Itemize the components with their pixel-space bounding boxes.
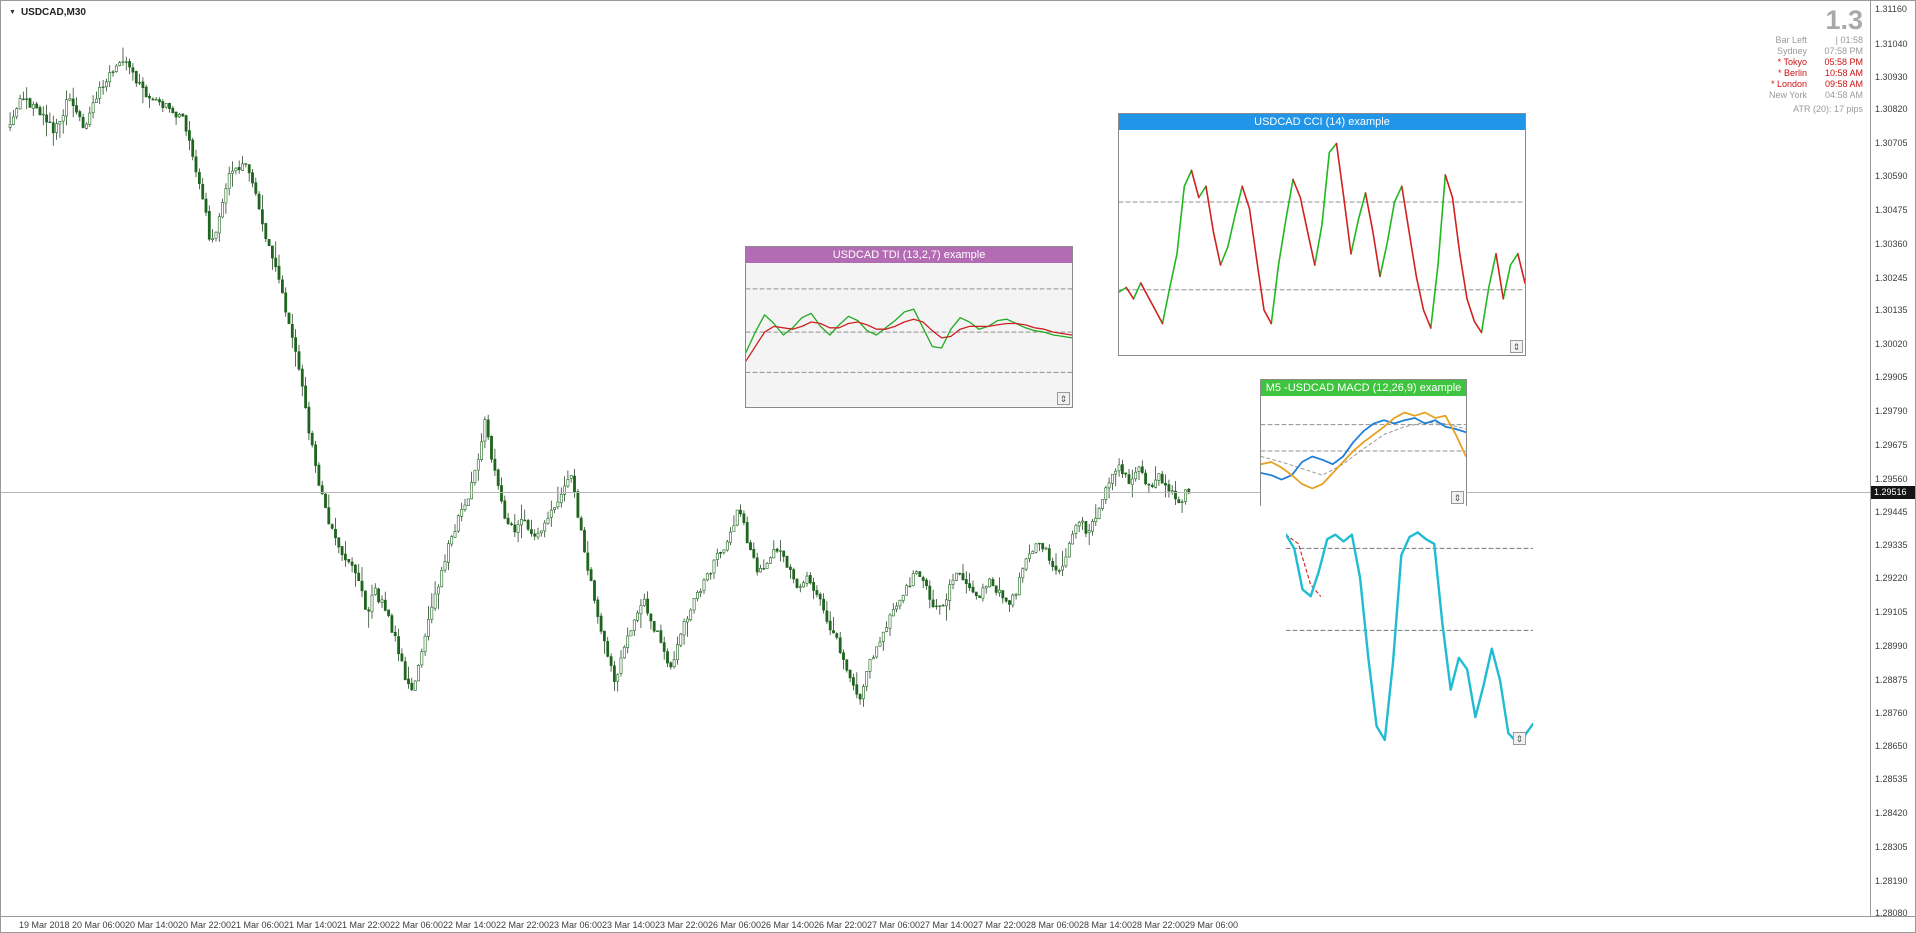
macd-window: M5 -USDCAD MACD (12,26,9) example ⇕ <box>1260 379 1467 506</box>
price-axis-label: 1.29905 <box>1875 372 1908 382</box>
session-time: 05:58 PM <box>1824 57 1863 67</box>
time-axis-label: 27 Mar 14:00 <box>920 920 974 930</box>
current-price-tag: 1.29516 <box>1871 486 1915 499</box>
price-axis-label: 1.30820 <box>1875 104 1908 114</box>
macd-plot <box>1261 411 1466 490</box>
tdi-window-header[interactable]: USDCAD TDI (13,2,7) example <box>746 247 1072 263</box>
price-axis-label: 1.30705 <box>1875 138 1908 148</box>
price-axis-label: 1.28190 <box>1875 876 1908 886</box>
cci-window-header[interactable]: USDCAD CCI (14) example <box>1119 114 1525 130</box>
time-axis-label: 28 Mar 14:00 <box>1079 920 1133 930</box>
price-axis-label: 1.31040 <box>1875 39 1908 49</box>
time-axis-label: 22 Mar 06:00 <box>390 920 444 930</box>
market-session-row: * Tokyo 05:58 PM <box>1631 57 1863 68</box>
time-axis-label: 22 Mar 14:00 <box>443 920 497 930</box>
time-axis-label: 26 Mar 14:00 <box>761 920 815 930</box>
market-session-row: * Berlin 10:58 AM <box>1631 68 1863 79</box>
market-info-panel: 1.3 Bar Left | 01:58 Sydney 07:58 PM * Tokyo… <box>1631 5 1863 115</box>
price-axis-label: 1.30360 <box>1875 239 1908 249</box>
cci-plot-body: ⇕ <box>1119 130 1525 355</box>
session-time: 04:58 AM <box>1824 90 1863 100</box>
price-axis-label: 1.29560 <box>1875 474 1908 484</box>
price-axis-label: 1.29675 <box>1875 440 1908 450</box>
price-axis-label: 1.30930 <box>1875 72 1908 82</box>
price-axis-label: 1.30475 <box>1875 205 1908 215</box>
chart-dropdown-icon: ▼ <box>9 9 16 16</box>
time-axis-label: 19 Mar 2018 <box>19 920 70 930</box>
price-axis-label: 1.29790 <box>1875 406 1908 416</box>
price-axis-label: 1.28875 <box>1875 675 1908 685</box>
macd-window-header[interactable]: M5 -USDCAD MACD (12,26,9) example <box>1261 380 1466 396</box>
price-axis-label: 1.28080 <box>1875 908 1908 918</box>
candlestick-chart[interactable] <box>1 1 1870 916</box>
time-axis-label: 27 Mar 06:00 <box>867 920 921 930</box>
session-name: Sydney <box>1776 46 1807 56</box>
price-axis-label: 1.28990 <box>1875 641 1908 651</box>
market-session-row: New York 04:58 AM <box>1631 90 1863 101</box>
time-axis-label: 21 Mar 14:00 <box>284 920 338 930</box>
session-time: 10:58 AM <box>1824 68 1863 78</box>
time-axis-label: 26 Mar 06:00 <box>708 920 762 930</box>
session-time: | 01:58 <box>1835 35 1863 45</box>
session-time: 09:58 AM <box>1824 79 1863 89</box>
price-axis-label: 1.28305 <box>1875 842 1908 852</box>
symbol-text: USDCAD,M30 <box>20 7 86 18</box>
market-session-row: Bar Left | 01:58 <box>1631 35 1863 46</box>
tdi-plot <box>746 288 1072 373</box>
anchor-icon[interactable]: ⇕ <box>1513 732 1526 745</box>
price-axis-label: 1.28535 <box>1875 774 1908 784</box>
market-session-row: * London 09:58 AM <box>1631 79 1863 90</box>
cci-plot <box>1119 142 1525 334</box>
time-axis-label: 20 Mar 22:00 <box>178 920 232 930</box>
tdi-window: USDCAD TDI (13,2,7) example ⇕ <box>745 246 1073 408</box>
time-axis-label: 23 Mar 06:00 <box>549 920 603 930</box>
time-axis-label: 28 Mar 22:00 <box>1132 920 1186 930</box>
price-axis-label: 1.29335 <box>1875 540 1908 550</box>
price-axis-label: 1.31160 <box>1875 4 1907 14</box>
price-axis-label: 1.29445 <box>1875 507 1908 517</box>
tdi-plot-body: ⇕ <box>746 263 1072 407</box>
price-axis-label: 1.30590 <box>1875 171 1908 181</box>
session-name: * Berlin <box>1777 68 1807 78</box>
session-name: Bar Left <box>1775 35 1807 45</box>
cyan-oscillator-plot <box>1286 531 1533 744</box>
price-axis-label: 1.29220 <box>1875 573 1908 583</box>
cci-window: USDCAD CCI (14) example ⇕ <box>1118 113 1526 356</box>
time-axis-label: 20 Mar 14:00 <box>125 920 179 930</box>
time-axis-label: 21 Mar 06:00 <box>231 920 285 930</box>
time-axis-label: 29 Mar 06:00 <box>1185 920 1239 930</box>
anchor-icon[interactable]: ⇕ <box>1057 392 1070 405</box>
session-time: 07:58 PM <box>1824 46 1863 56</box>
time-axis-label: 28 Mar 06:00 <box>1026 920 1080 930</box>
session-name: New York <box>1768 90 1807 100</box>
current-price-line <box>1 492 1870 493</box>
price-axis-label: 1.28760 <box>1875 708 1908 718</box>
anchor-icon[interactable]: ⇕ <box>1510 340 1523 353</box>
time-axis-label: 22 Mar 22:00 <box>496 920 550 930</box>
session-name: * Tokyo <box>1777 57 1807 67</box>
time-axis-label: 23 Mar 22:00 <box>655 920 709 930</box>
macd-plot-body: ⇕ <box>1261 396 1466 506</box>
atr-label: ATR (20): 17 pips <box>1793 104 1863 114</box>
time-axis-label: 27 Mar 22:00 <box>973 920 1027 930</box>
session-name: * London <box>1770 79 1807 89</box>
axis-separator-horizontal <box>1 916 1915 917</box>
time-axis-label: 23 Mar 14:00 <box>602 920 656 930</box>
price-axis-label: 1.30135 <box>1875 305 1908 315</box>
time-axis-label: 20 Mar 06:00 <box>72 920 126 930</box>
symbol-timeframe-label: ▼ USDCAD,M30 <box>9 7 86 18</box>
price-axis-label: 1.28650 <box>1875 741 1908 751</box>
big-price-number: 1.3 <box>1825 5 1863 35</box>
time-axis-label: 21 Mar 22:00 <box>337 920 391 930</box>
market-session-row: Sydney 07:58 PM <box>1631 46 1863 57</box>
anchor-icon[interactable]: ⇕ <box>1451 491 1464 504</box>
market-session-rows: Bar Left | 01:58 Sydney 07:58 PM * Tokyo 05:5… <box>1631 35 1863 101</box>
axis-separator-vertical <box>1870 1 1871 916</box>
price-axis-label: 1.30020 <box>1875 339 1908 349</box>
price-axis-label: 1.28420 <box>1875 808 1908 818</box>
time-axis-label: 26 Mar 22:00 <box>814 920 868 930</box>
price-axis-label: 1.30245 <box>1875 273 1908 283</box>
price-axis-label: 1.29105 <box>1875 607 1908 617</box>
